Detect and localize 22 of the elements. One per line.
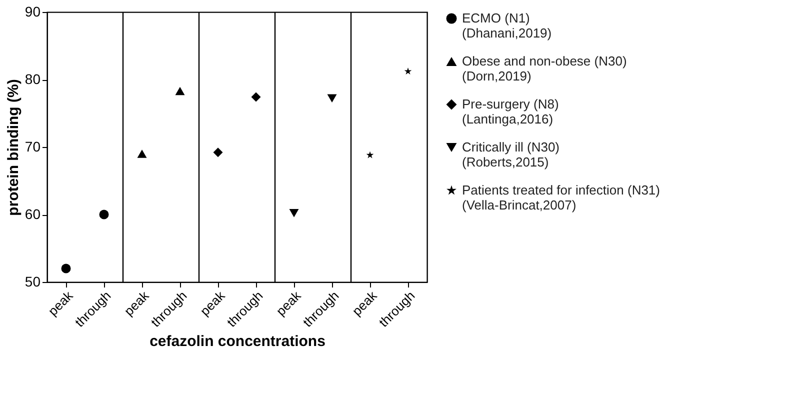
legend-label: Pre-surgery (N8) (Lantinga,2016) bbox=[462, 96, 559, 126]
point bbox=[175, 86, 185, 96]
y-tick-label: 50 bbox=[24, 274, 41, 290]
point bbox=[213, 148, 223, 158]
point bbox=[327, 94, 337, 103]
point bbox=[61, 264, 71, 274]
y-tick-label: 70 bbox=[24, 138, 41, 154]
y-tick-label: 80 bbox=[24, 71, 41, 87]
point bbox=[289, 209, 299, 218]
y-tick-label: 60 bbox=[24, 206, 41, 222]
point bbox=[366, 151, 374, 158]
legend-label: Critically ill (N30) (Roberts,2015) bbox=[462, 140, 560, 170]
legend-label: Obese and non-obese (N30) (Dorn,2019) bbox=[462, 54, 627, 84]
point bbox=[99, 210, 109, 220]
y-tick-label: 90 bbox=[24, 4, 41, 20]
point bbox=[251, 92, 261, 102]
legend-label: ECMO (N1) (Dhanani,2019) bbox=[462, 10, 552, 40]
point bbox=[404, 68, 412, 75]
legend-label: Patients treated for infection (N31) (Vella-Brincat,2007) bbox=[462, 182, 660, 212]
point bbox=[137, 150, 147, 158]
x-axis-title: cefazolin concentrations bbox=[150, 332, 326, 350]
y-axis-title: protein binding (%) bbox=[4, 79, 22, 216]
